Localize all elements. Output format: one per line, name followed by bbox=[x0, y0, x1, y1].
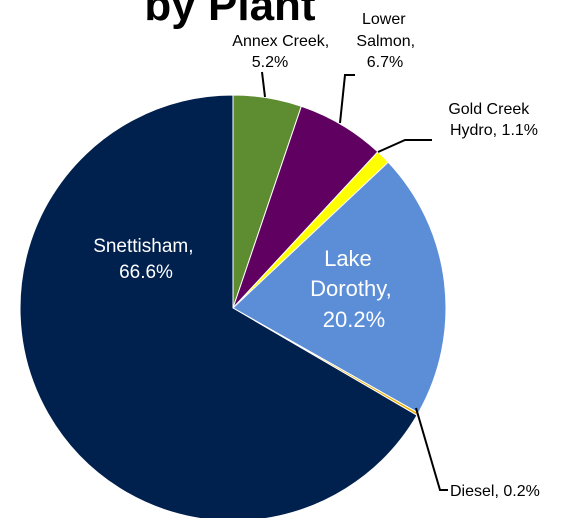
slice-snettisham bbox=[19, 94, 418, 518]
label-lake-dorothy-line1: Lake bbox=[324, 246, 372, 271]
leader-annex-creek bbox=[261, 71, 266, 98]
label-gold-creek: Gold Creek Hydro, 1.1% bbox=[448, 101, 538, 139]
label-snettisham-line2: 66.6% bbox=[119, 262, 173, 283]
pie-slices bbox=[19, 94, 447, 518]
label-lower-salmon: Lower Salmon, 6.7% bbox=[356, 11, 419, 71]
slice-lake-dorothy bbox=[232, 161, 447, 414]
label-gold-creek-line1: Gold Creek bbox=[448, 101, 530, 118]
label-lower-salmon-line2: Salmon, bbox=[356, 33, 415, 50]
label-lake-dorothy-line2: Dorothy, bbox=[310, 276, 392, 301]
label-lower-salmon-line1: Lower bbox=[362, 11, 406, 28]
label-snettisham: Snettisham, 66.6% bbox=[93, 236, 199, 283]
chart-title: by Plant bbox=[144, 0, 315, 30]
label-annex-creek-line1: Annex Creek, bbox=[232, 33, 329, 50]
label-annex-creek: Annex Creek, 5.2% bbox=[232, 33, 333, 71]
leader-lower-salmon bbox=[339, 74, 355, 124]
label-annex-creek-line2: 5.2% bbox=[252, 54, 288, 71]
label-lake-dorothy-line3: 20.2% bbox=[323, 307, 385, 332]
label-lower-salmon-line3: 6.7% bbox=[367, 54, 403, 71]
label-lake-dorothy: Lake Dorothy, 20.2% bbox=[310, 246, 398, 332]
label-diesel: Diesel, 0.2% bbox=[450, 483, 540, 500]
leader-gold-creek bbox=[377, 139, 432, 153]
label-diesel-line1: Diesel, 0.2% bbox=[450, 483, 540, 500]
label-snettisham-line1: Snettisham, bbox=[93, 236, 193, 257]
leader-lines bbox=[261, 71, 448, 491]
label-gold-creek-line2: Hydro, 1.1% bbox=[450, 122, 538, 139]
leader-diesel bbox=[415, 407, 448, 491]
